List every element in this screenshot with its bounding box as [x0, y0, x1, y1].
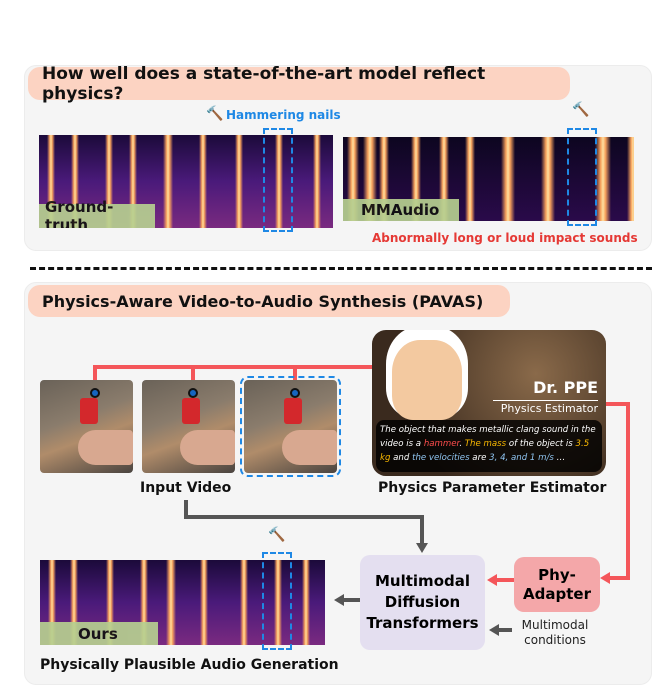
arrow-head: [600, 572, 610, 584]
section-divider: [30, 267, 652, 270]
connector-line: [626, 402, 630, 580]
spectrogram-onset: [106, 560, 114, 645]
highlight-box: [263, 128, 293, 232]
hammering-annotation: Hammering nails: [226, 108, 341, 122]
connector-line: [608, 576, 630, 580]
text: and: [390, 453, 413, 463]
divider: [493, 400, 598, 401]
conditions-label: Multimodal conditions: [521, 618, 589, 647]
spectrogram-onset: [541, 137, 555, 221]
video-frame: [40, 380, 133, 473]
highlight-box: [262, 552, 292, 650]
arrow-head: [416, 543, 428, 553]
ppe-card: Dr. PPE Physics Estimator The object tha…: [372, 330, 606, 476]
ours-label: Ours: [40, 622, 158, 645]
output-caption: Physically Plausible Audio Generation: [40, 657, 339, 673]
panel-title: How well does a state-of-the-art model r…: [28, 64, 570, 104]
spectrogram-onset: [71, 135, 79, 228]
connector-line: [184, 515, 424, 519]
hammer-icon: 🔨: [268, 527, 286, 543]
text: …: [553, 453, 566, 463]
spectrogram-onset: [129, 135, 137, 228]
ours-spectrogram: Ours: [40, 560, 325, 645]
ppe-caption: Physics Parameter Estimator: [378, 480, 607, 496]
ground-truth-label: Ground-truth: [39, 198, 155, 228]
tracking-point: [90, 388, 100, 398]
spectrogram-onset: [235, 135, 243, 228]
arrow-head: [489, 624, 499, 636]
spectrogram-onset: [140, 560, 148, 645]
spectrogram-onset: [199, 135, 207, 228]
text: the velocities: [412, 453, 470, 463]
spectrogram-onset: [47, 135, 55, 228]
spectrogram-onset: [595, 137, 611, 221]
arrow-head: [487, 574, 497, 586]
text: The mass: [464, 439, 507, 449]
spectrogram-onset: [379, 137, 389, 221]
mmaudio-label: MMAudio: [343, 199, 459, 221]
hammer-icon: 🔨: [572, 102, 590, 118]
spectrogram-onset: [163, 135, 173, 228]
connector-line: [293, 365, 297, 393]
spectrogram-onset: [439, 137, 449, 221]
spectrogram-onset: [200, 560, 208, 645]
error-note: Abnormally long or loud impact sounds: [372, 231, 638, 245]
ppe-output-text: The object that makes metallic clang sou…: [376, 420, 602, 472]
connector-line: [344, 598, 360, 602]
text: 3.5 kg: [380, 439, 590, 463]
text: are: [469, 453, 490, 463]
input-video-caption: Input Video: [140, 480, 232, 496]
hammer-icon: 🔨: [206, 106, 224, 122]
spectrogram-onset: [240, 560, 248, 645]
spectrogram-onset: [313, 135, 321, 228]
text: hammer: [423, 439, 460, 449]
ppe-subtitle: Physics Estimator: [500, 402, 598, 415]
mmaudio-spectrogram: MMAudio: [343, 137, 634, 221]
spectrogram-onset: [302, 560, 310, 645]
text: 3, 4, and 1 m/s: [489, 453, 554, 463]
tracking-point: [290, 388, 300, 398]
phy-adapter-box: Phy-Adapter: [514, 557, 600, 612]
spectrogram-onset: [627, 137, 634, 221]
connector-line: [93, 365, 97, 393]
text: of the object is: [506, 439, 576, 449]
spectrogram-onset: [166, 560, 176, 645]
einstein-avatar: [392, 340, 462, 420]
arrow-head: [334, 594, 344, 606]
connector-line: [93, 365, 383, 369]
text: The object that makes metallic clang sou…: [380, 425, 596, 449]
spectrogram-onset: [274, 560, 282, 645]
text: .: [459, 439, 465, 449]
spectrogram-onset: [105, 135, 113, 228]
ppe-name: Dr. PPE: [533, 378, 598, 397]
connector-line: [191, 365, 195, 393]
mdt-box: Multimodal Diffusion Transformers: [360, 555, 485, 650]
connector-line: [184, 500, 188, 519]
spectrogram-onset: [465, 137, 475, 221]
ground-truth-spectrogram: Ground-truth: [39, 135, 333, 228]
panel-title: Physics-Aware Video-to-Audio Synthesis (…: [28, 285, 510, 317]
spectrogram-onset: [70, 560, 78, 645]
connector-line: [606, 402, 630, 406]
highlight-box: [567, 128, 597, 226]
connector-line: [420, 515, 424, 545]
spectrogram-onset: [501, 137, 515, 221]
tracking-point: [188, 388, 198, 398]
spectrogram-onset: [411, 137, 421, 221]
connector-line: [496, 578, 514, 582]
spectrogram-onset: [48, 560, 56, 645]
spectrogram-onset: [275, 135, 283, 228]
connector-line: [498, 628, 512, 632]
